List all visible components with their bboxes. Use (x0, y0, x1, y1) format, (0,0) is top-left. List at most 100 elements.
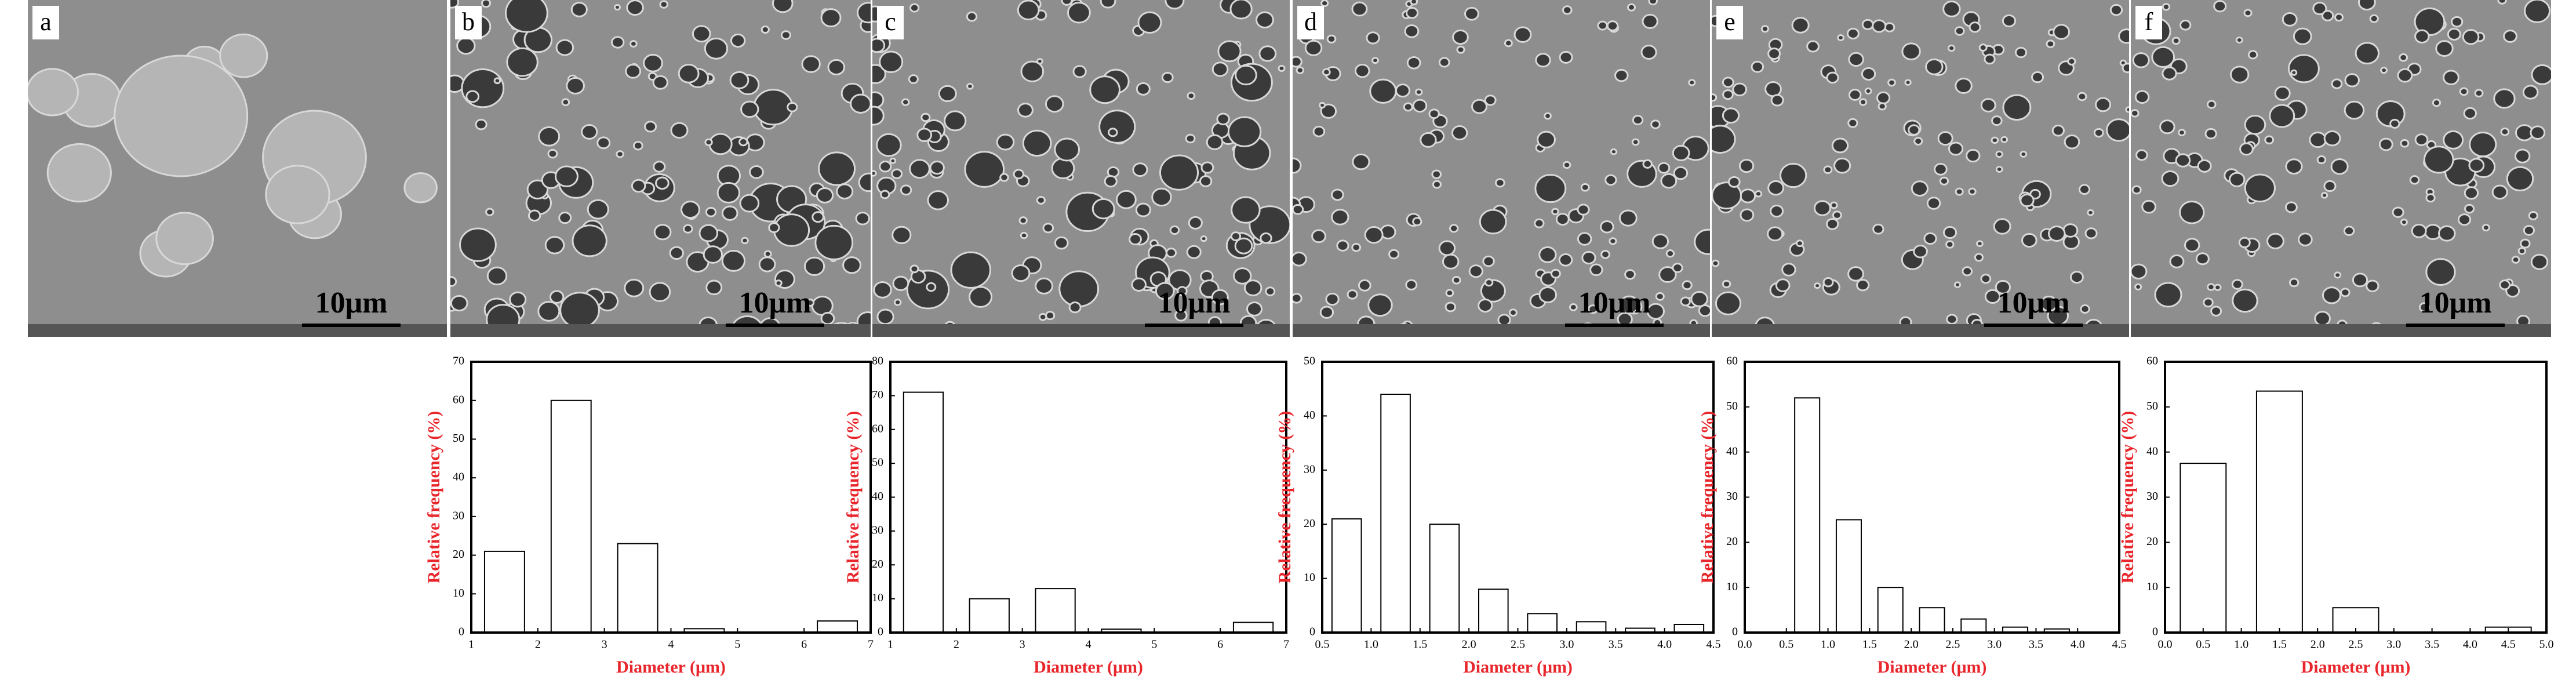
pore (909, 159, 930, 179)
plot-frame (889, 361, 1287, 634)
pore (1673, 166, 1689, 180)
pore (2288, 278, 2300, 288)
pore (1369, 78, 1397, 104)
pore (2425, 193, 2436, 203)
pore (475, 118, 487, 130)
pore (2078, 184, 2091, 195)
pore (2419, 302, 2431, 313)
bar (1478, 588, 1509, 634)
pore (2210, 306, 2222, 317)
pore (1456, 45, 1465, 54)
pore (741, 237, 749, 245)
pore (1161, 71, 1174, 83)
pore (1558, 253, 1573, 267)
pore (1980, 98, 1996, 112)
pore (2334, 271, 2342, 279)
pore (570, 2, 588, 17)
pore (920, 112, 931, 122)
pore (1358, 279, 1371, 292)
y-tick-label: 0 (459, 626, 464, 638)
pore (938, 85, 957, 103)
pore (1978, 43, 1988, 52)
x-axis-label: Diameter (μm) (1878, 657, 1987, 677)
pore (614, 3, 621, 11)
x-tick-label: 4 (668, 638, 674, 651)
caption-strip (2131, 324, 2551, 337)
pore (900, 184, 912, 196)
pore (966, 11, 978, 22)
pore (873, 281, 892, 299)
pore (1934, 162, 1948, 176)
pore (481, 0, 492, 8)
bar (1794, 397, 1821, 633)
pore (1581, 250, 1596, 265)
pore (2309, 132, 2327, 148)
pore (2459, 87, 2469, 96)
pore (2432, 99, 2442, 107)
pore (1968, 187, 1977, 195)
pore (2134, 90, 2150, 104)
pore (1347, 289, 1358, 300)
pore (2264, 135, 2275, 145)
pore (2457, 213, 2472, 226)
label-box (1297, 6, 1324, 39)
pore (2293, 27, 2312, 45)
pore (2334, 13, 2344, 22)
pore (1864, 87, 1872, 95)
pore (1627, 3, 1636, 12)
y-tick-label: 60 (872, 422, 883, 435)
y-tick-label: 30 (453, 509, 464, 522)
pore (1911, 180, 1929, 197)
pore (1058, 270, 1100, 308)
pore (787, 101, 798, 112)
pore (1538, 246, 1557, 263)
y-axis-label: Relative frequency (%) (843, 411, 863, 584)
pore (1438, 57, 1450, 68)
x-tick-label: 5 (1151, 638, 1157, 651)
pore (1712, 125, 1736, 154)
pore (1199, 175, 1213, 187)
pore (879, 50, 904, 74)
pore (2497, 0, 2507, 5)
pore (649, 282, 671, 302)
pore (891, 168, 903, 179)
pore (1371, 57, 1379, 64)
pore (2399, 53, 2408, 62)
pore (456, 37, 476, 55)
x-axis-label: Diameter (μm) (1463, 657, 1573, 677)
pore (626, 0, 644, 16)
pore (2131, 263, 2148, 279)
x-tick-label: 1.0 (2234, 638, 2248, 651)
pore (630, 40, 638, 48)
x-tick-label: 2 (535, 638, 541, 651)
pore (2047, 226, 2066, 242)
pore (2522, 85, 2539, 100)
pore (1680, 296, 1691, 307)
pore (1760, 25, 1769, 33)
caption-strip (450, 324, 871, 337)
pore (801, 55, 821, 73)
pore (1606, 20, 1619, 31)
sem-image: a 10μm (28, 0, 447, 337)
pore (1672, 144, 1690, 162)
pore (1091, 198, 1115, 220)
pore (1319, 101, 1326, 109)
bar (1035, 588, 1076, 633)
pore (509, 291, 527, 308)
pore (704, 138, 713, 147)
pore (1484, 95, 1497, 106)
pore (827, 59, 846, 75)
pore (2214, 284, 2222, 291)
pore (2230, 66, 2250, 83)
bar (1576, 621, 1607, 633)
label-box (455, 6, 482, 39)
pore (768, 222, 780, 234)
pore (708, 133, 733, 155)
pore (669, 246, 684, 260)
pore (2179, 200, 2205, 224)
pore (1471, 99, 1488, 114)
pore (653, 161, 666, 173)
pore (1534, 218, 1545, 228)
pore (2464, 204, 2475, 214)
